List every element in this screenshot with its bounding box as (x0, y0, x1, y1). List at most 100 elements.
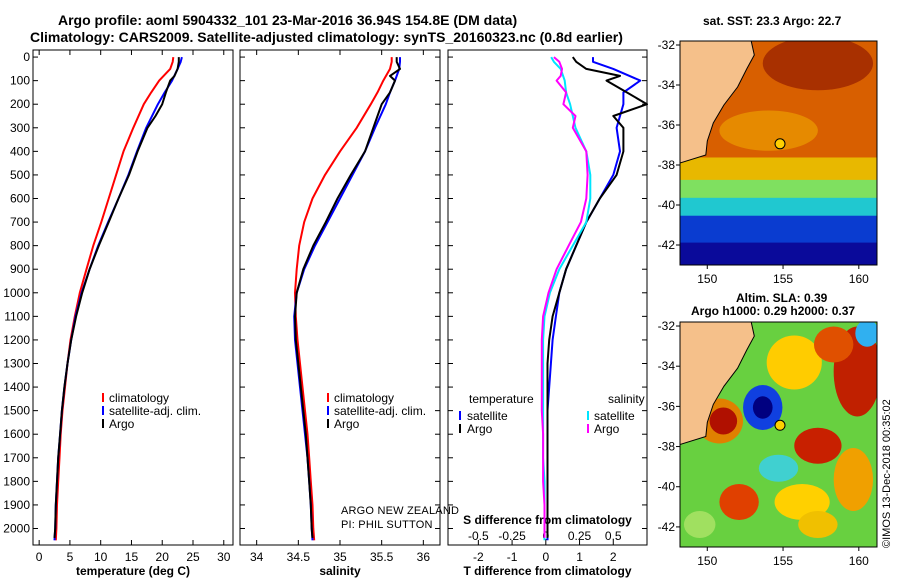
depth-tick-label: 200 (10, 97, 30, 111)
sla-anomaly-blob (833, 448, 874, 511)
depth-tick-label: 1100 (4, 309, 30, 323)
salinity-series-climatology (294, 57, 393, 541)
depth-tick-label: 0 (23, 50, 30, 64)
sla-anomaly-blob (774, 484, 830, 520)
salinity-xtick-label: 36 (417, 550, 431, 564)
salinity-difference-tick-label: 0.5 (605, 529, 622, 543)
sla-map-xtick-label: 160 (849, 554, 869, 568)
difference-series-s-argo (540, 56, 589, 538)
temperature-series-climatology (54, 56, 175, 541)
sst-map-ytick-label: -42 (658, 238, 676, 252)
differences-xtick-label: 2 (610, 550, 617, 564)
sst-map-field (680, 41, 877, 265)
temperature-panel-frame (32, 49, 234, 546)
temperature-xtick-label: 15 (125, 550, 139, 564)
sla-anomaly-blob (798, 511, 838, 538)
sla-map-ytick-label: -40 (658, 480, 676, 494)
salinity-difference-tick-label: -0.25 (498, 529, 526, 543)
sst-map-ytick-label: -36 (658, 118, 676, 132)
sla-map-argo-marker (774, 419, 786, 431)
watermark-line-2: PI: PHIL SUTTON (341, 519, 433, 531)
differences-xtick-label: -1 (507, 550, 518, 564)
sst-map-xtick-label: 150 (697, 272, 717, 286)
depth-tick-label: 1600 (3, 427, 30, 441)
temperature-xlabel: temperature (deg C) (76, 564, 190, 578)
sst-map-ytick-label: -32 (658, 38, 676, 52)
salinity-series-argo (294, 57, 401, 538)
salinity-xtick-label: 35 (333, 550, 347, 564)
sla-anomaly-blob (709, 407, 738, 435)
depth-tick-label: 100 (10, 74, 30, 88)
salinity-difference-tick-label: 0 (542, 529, 549, 543)
difference-legend-s-label: Argo (594, 422, 620, 436)
sla-map-title-line-1: Altim. SLA: 0.39 (736, 291, 828, 305)
sst-map-land (680, 41, 755, 164)
temperature-xtick-label: 20 (156, 550, 170, 564)
sla-map-ytick-label: -32 (658, 319, 676, 333)
difference-legend-temperature-header: temperature (469, 392, 534, 406)
sla-map-title-line-2: Argo h1000: 0.29 h2000: 0.37 (691, 304, 856, 318)
sla-map-field (680, 322, 877, 547)
depth-tick-label: 500 (10, 168, 30, 182)
depth-tick-label: 600 (10, 192, 30, 206)
sst-orange-patch (719, 110, 818, 151)
temperature-xtick-label: 30 (217, 550, 231, 564)
temperature-difference-xlabel: T difference from climatology (463, 564, 631, 578)
temperature-legend-label: satellite-adj. clim. (109, 404, 201, 418)
salinity-xlabel: salinity (319, 564, 361, 578)
sla-anomaly-blob (813, 326, 854, 363)
figure-title-line-1: Argo profile: aoml 5904332_101 23-Mar-20… (58, 12, 518, 28)
sla-map-ytick-label: -34 (658, 359, 676, 373)
depth-tick-label: 1500 (3, 404, 30, 418)
salinity-panel-frame (239, 49, 441, 546)
temperature-xtick-label: 0 (36, 550, 43, 564)
sst-map-argo-marker (774, 138, 786, 150)
sla-anomaly-blob (752, 396, 773, 419)
sst-map-ytick-label: -38 (658, 158, 676, 172)
difference-series-t-argo (546, 56, 648, 538)
sla-anomaly-blob (766, 335, 822, 390)
depth-tick-label: 1800 (3, 474, 30, 488)
difference-legend-t-label: Argo (467, 422, 493, 436)
depth-tick-label: 1000 (3, 286, 30, 300)
differences-xtick-label: -2 (473, 550, 484, 564)
differences-xtick-label: 0 (542, 550, 549, 564)
differences-xtick-label: 1 (576, 550, 583, 564)
depth-tick-label: 900 (10, 262, 30, 276)
sla-map-ytick-label: -42 (658, 520, 676, 534)
difference-legend-s-label: satellite (594, 409, 635, 423)
depth-tick-label: 1300 (3, 357, 30, 371)
sst-map-xtick-label: 160 (849, 272, 869, 286)
salinity-xtick-label: 34 (250, 550, 264, 564)
sla-anomaly-blob (794, 427, 842, 464)
salinity-legend-label: satellite-adj. clim. (334, 404, 426, 418)
temperature-series-satellite-adj-clim- (53, 56, 183, 541)
depth-tick-label: 300 (10, 121, 30, 135)
sla-anomaly-blob (855, 322, 877, 347)
difference-series-t-satellite (546, 57, 642, 541)
depth-tick-label: 1400 (3, 380, 30, 394)
temperature-xtick-label: 10 (94, 550, 108, 564)
depth-tick-label: 1700 (3, 451, 30, 465)
sst-hot-patch (762, 41, 874, 91)
temperature-series-argo (53, 57, 180, 538)
sla-map-frame (679, 321, 878, 548)
temperature-xtick-label: 5 (67, 550, 74, 564)
sla-map-xtick-label: 150 (697, 554, 717, 568)
difference-legend-salinity-header: salinity (608, 392, 645, 406)
sla-map-ytick-label: -38 (658, 440, 676, 454)
figure-title-line-2: Climatology: CARS2009. Satellite-adjuste… (30, 29, 623, 45)
depth-tick-label: 1200 (3, 333, 30, 347)
salinity-xtick-label: 35.5 (370, 550, 394, 564)
difference-legend-t-label: satellite (467, 409, 508, 423)
temperature-xtick-label: 25 (186, 550, 200, 564)
sla-map-land (680, 322, 755, 446)
temperature-legend-label: Argo (109, 417, 135, 431)
sst-map-title: sat. SST: 23.3 Argo: 22.7 (703, 14, 842, 28)
difference-series-s-satellite (542, 56, 592, 541)
salinity-difference-tick-label: 0.25 (568, 529, 592, 543)
sst-cooler-band (680, 197, 877, 221)
depth-tick-label: 800 (10, 239, 30, 253)
sst-map-ytick-label: -40 (658, 198, 676, 212)
